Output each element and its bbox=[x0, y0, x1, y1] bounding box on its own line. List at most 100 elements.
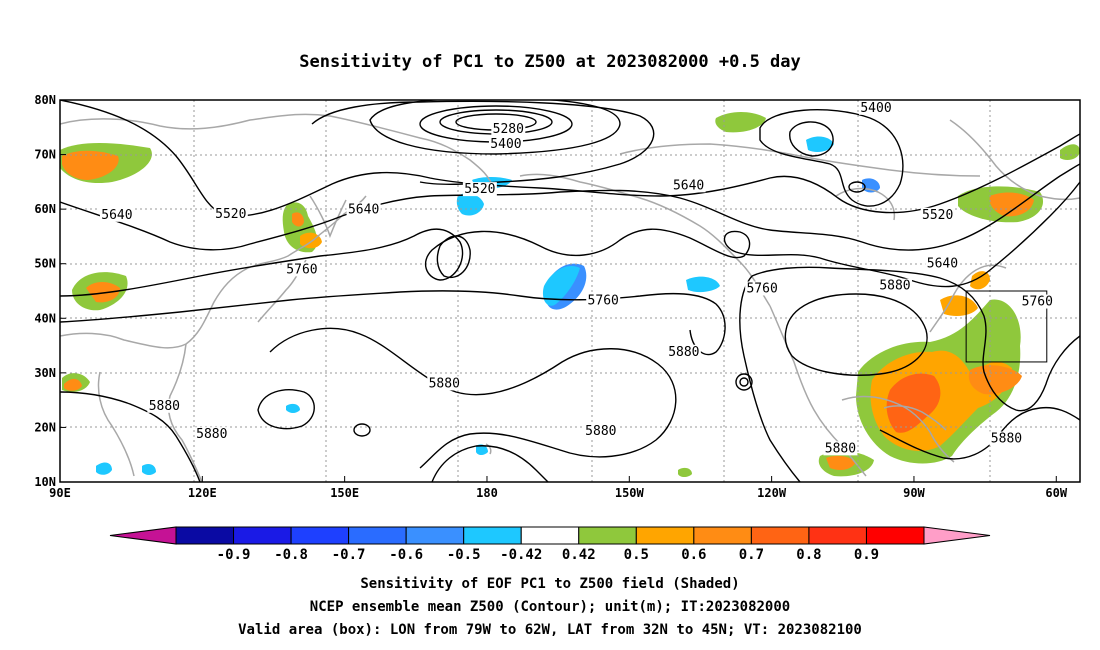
contour-label-bg bbox=[583, 423, 618, 438]
lon-tick-label: 150E bbox=[330, 486, 359, 500]
caption-line-1: Sensitivity of EOF PC1 to Z500 field (Sh… bbox=[360, 576, 739, 592]
contour-label: 5760 bbox=[746, 281, 777, 296]
colorbar-label: -0.42 bbox=[500, 547, 542, 563]
colorbar-segment bbox=[520, 526, 580, 545]
coastline-hawaii bbox=[485, 443, 492, 455]
shade-patch-maritimes bbox=[970, 271, 990, 290]
shade-patch-west-siberia-core bbox=[62, 150, 119, 180]
shade-patch-atlantic-main-red bbox=[886, 373, 941, 433]
colorbar-segment bbox=[290, 526, 350, 545]
coastline-asia-north bbox=[60, 113, 495, 191]
contour-5880-mid-pacific bbox=[431, 445, 549, 482]
contour-label-bg bbox=[1020, 294, 1055, 309]
coastline-gulf bbox=[841, 395, 955, 463]
coastline-cuba bbox=[883, 405, 947, 431]
contour-label-bg bbox=[920, 207, 955, 222]
contour-label-bg bbox=[346, 202, 381, 217]
contour-label-bg bbox=[586, 293, 621, 308]
contour-label-bg bbox=[671, 178, 706, 193]
caption-line-3: Valid area (box): LON from 79W to 62W, L… bbox=[238, 622, 862, 638]
contour-5880-small-loop bbox=[257, 389, 315, 430]
contour-label: 5520 bbox=[464, 182, 495, 197]
shade-patch-atlantic-north bbox=[940, 295, 978, 316]
contour-label: 5760 bbox=[1022, 295, 1053, 310]
contour-label-bg bbox=[859, 100, 893, 115]
lon-tick-label: 150W bbox=[615, 486, 645, 500]
contour-label: 5760 bbox=[286, 262, 317, 277]
contour-5880-atlantic bbox=[739, 275, 801, 482]
shade-patch-alaska-blue bbox=[686, 276, 720, 293]
map-frame bbox=[59, 99, 1081, 483]
lat-tick-label: 60N bbox=[34, 202, 56, 216]
colorbar bbox=[109, 526, 991, 545]
shade-patch-caribbean-core bbox=[826, 455, 856, 470]
shade-patch-arctic-blue bbox=[806, 136, 834, 152]
contour-small-c bbox=[739, 377, 749, 387]
contour-label-bg bbox=[284, 262, 319, 277]
shade-patch-arctic-canada bbox=[715, 112, 766, 133]
colorbar-segment bbox=[808, 526, 867, 545]
contour-label: 5880 bbox=[991, 432, 1022, 447]
contour-5400-east-low-outer bbox=[759, 109, 904, 207]
contour-5400-east-low bbox=[789, 121, 834, 157]
coastline-hudson-bay bbox=[835, 187, 896, 221]
lat-tick-label: 30N bbox=[34, 366, 56, 380]
lon-tick-label: 120E bbox=[188, 486, 217, 500]
shade-patch-tibet-core bbox=[86, 282, 120, 303]
lon-tick-label: 120W bbox=[757, 486, 787, 500]
colorbar-segment bbox=[348, 526, 407, 545]
shade-patch-atlantic-east bbox=[968, 365, 1022, 395]
lat-tick-label: 50N bbox=[34, 257, 56, 271]
coastline-alaska bbox=[519, 173, 771, 307]
contour-label: 5640 bbox=[927, 256, 958, 271]
colorbar-label: -0.6 bbox=[389, 547, 423, 563]
coastline-greenland bbox=[949, 119, 1080, 201]
coastline-kamchatka bbox=[309, 195, 347, 239]
contour-label: 5640 bbox=[348, 202, 379, 217]
lon-tick-label: 90W bbox=[903, 486, 925, 500]
colorbar-label: 0.8 bbox=[796, 547, 821, 563]
lat-tick-label: 40N bbox=[34, 311, 56, 325]
contour-label-bg bbox=[877, 278, 912, 293]
colorbar-label: 0.42 bbox=[562, 547, 596, 563]
colorbar-max-extension bbox=[923, 526, 991, 545]
lat-tick-label: 80N bbox=[34, 93, 56, 107]
contour-label: 5880 bbox=[149, 399, 180, 414]
contour-label: 5400 bbox=[860, 101, 891, 116]
contour-5640 bbox=[60, 163, 1080, 251]
contour-label-bg bbox=[666, 344, 701, 359]
shade-patch-west-pac-blue bbox=[286, 403, 300, 413]
contour-5760-pacific-wave bbox=[436, 235, 471, 279]
colorbar-label: -0.8 bbox=[274, 547, 308, 563]
colorbar-segment bbox=[175, 526, 235, 545]
coastline-china-coast bbox=[167, 343, 203, 482]
contour-label-bg bbox=[989, 431, 1024, 446]
contour-5880-high-east bbox=[784, 293, 928, 376]
contour-label: 5520 bbox=[215, 207, 246, 222]
latitude-axis: 80N 70N 60N 50N 40N 30N 20N 10N bbox=[34, 93, 66, 489]
shade-patch-small-a bbox=[64, 378, 82, 391]
coastline-us-east bbox=[929, 264, 1007, 333]
shade-patch-sea-blue-2 bbox=[142, 464, 156, 475]
colorbar-segment bbox=[405, 526, 465, 545]
contour-hudson-small bbox=[848, 181, 866, 193]
colorbar-label: 0.7 bbox=[739, 547, 764, 563]
figure-title: Sensitivity of PC1 to Z500 at 2023082000… bbox=[299, 52, 801, 72]
shade-patch-aleutian-blue bbox=[456, 193, 484, 216]
shade-patch-kamchatka-core bbox=[292, 212, 304, 227]
contour-label: 5880 bbox=[196, 427, 227, 442]
contour-label-bg bbox=[491, 122, 526, 137]
colorbar-segment bbox=[693, 526, 752, 545]
contour-label-bg bbox=[427, 376, 462, 391]
contour-label: 5880 bbox=[825, 441, 856, 456]
contour-label: 5280 bbox=[493, 122, 524, 137]
contour-5880-pacific-high bbox=[269, 327, 677, 469]
contour-label-bg bbox=[213, 207, 248, 222]
contour-5880-west bbox=[60, 290, 726, 356]
lon-tick-label: 180 bbox=[476, 486, 498, 500]
colorbar-segment bbox=[233, 526, 292, 545]
coastline-indochina bbox=[97, 371, 135, 477]
contour-label-bg bbox=[99, 207, 134, 222]
lat-tick-label: 10N bbox=[34, 475, 56, 489]
